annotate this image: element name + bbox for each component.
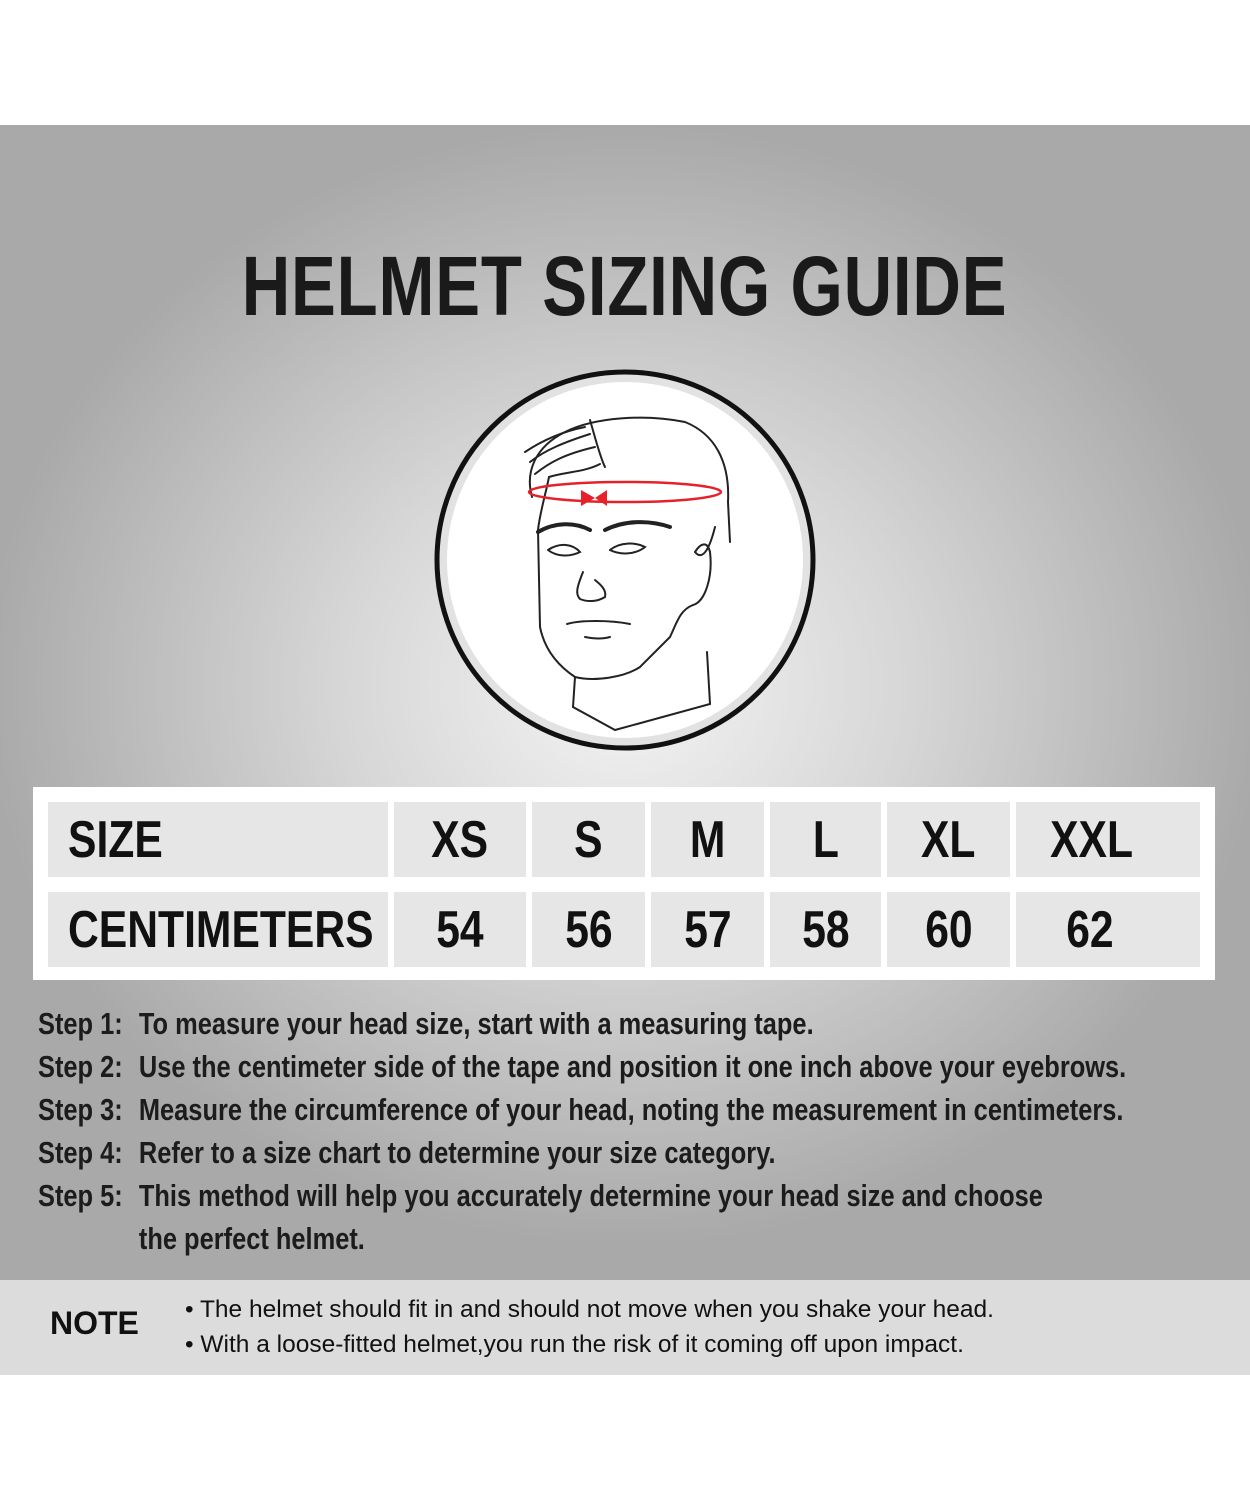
page-title: HELMET SIZING GUIDE (0, 238, 1250, 335)
size-cell-l: L (770, 802, 881, 877)
step-1: Step 1: To measure your head size, start … (38, 1006, 814, 1041)
cm-cell-m: 57 (651, 892, 764, 967)
step-5-continuation: the perfect helmet. (138, 1221, 365, 1256)
size-cell-s: S (532, 802, 645, 877)
cm-cell-s: 56 (532, 892, 645, 967)
cm-cell-xs: 54 (394, 892, 526, 967)
size-cell-xl: XL (887, 802, 1010, 877)
step-2: Step 2: Use the centimeter side of the ta… (38, 1049, 1127, 1084)
note-item: • With a loose-fitted helmet,you run the… (185, 1331, 964, 1358)
cm-cell-xl: 60 (887, 892, 1010, 967)
step-3: Step 3: Measure the circumference of your… (38, 1092, 1124, 1127)
note-label: NOTE (50, 1305, 139, 1341)
note-item: • The helmet should fit in and should no… (185, 1296, 994, 1323)
size-cell-xxl: XXL (1016, 802, 1200, 877)
cm-cell-l: 58 (770, 892, 881, 967)
step-4: Step 4: Refer to a size chart to determin… (38, 1135, 776, 1170)
steps-list: Step 1: To measure your head size, start … (38, 1004, 1250, 1262)
size-cell-xs: XS (394, 802, 526, 877)
size-row-header: SIZE (48, 802, 388, 877)
step-5: Step 5: This method will help you accurat… (38, 1178, 1043, 1213)
title-text: HELMET SIZING GUIDE (242, 239, 1008, 333)
head-measurement-illustration-icon (434, 369, 816, 751)
size-chart-table: SIZE XS S M L XL XXL CENTIMETERS 54 56 5… (33, 787, 1215, 980)
size-cell-m: M (651, 802, 764, 877)
note-band: NOTE • The helmet should fit in and shou… (0, 1280, 1250, 1375)
centimeters-row-header: CENTIMETERS (48, 892, 388, 967)
cm-cell-xxl: 62 (1016, 892, 1200, 967)
